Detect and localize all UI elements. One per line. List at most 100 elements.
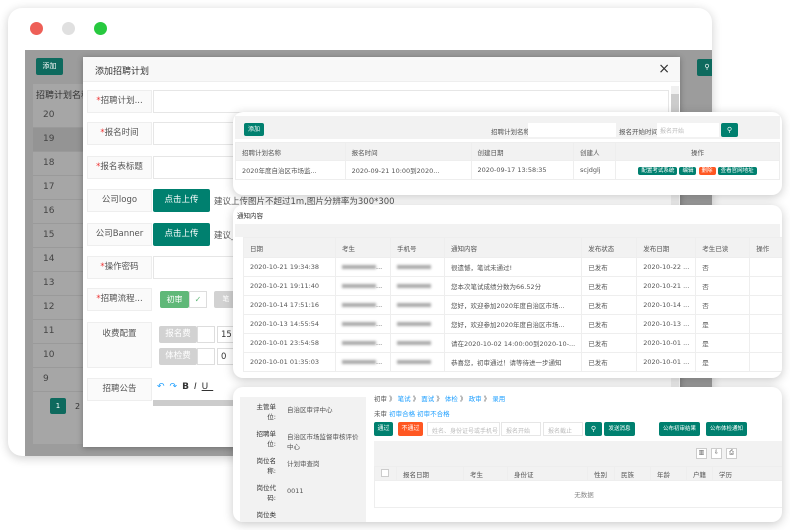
upload-banner-button[interactable]: 点击上传 [153,223,210,246]
modal-title: 添加招聘计划 [83,57,680,82]
editor-toolbar[interactable]: ↶↷BIU [157,382,214,392]
edit-button[interactable]: 编辑 [679,167,697,175]
info-label: 主管单位: [256,403,277,421]
step-first-review[interactable]: 初审 [160,291,189,308]
step-written[interactable]: 笔 [214,291,238,308]
exam-fee-label: 体检费 [159,348,197,365]
delete-button[interactable]: 删除 [698,167,716,175]
page-1-button[interactable]: 1 [50,398,66,414]
start-date-input[interactable]: 报名开始 [501,422,541,436]
step-2[interactable]: 面试 [421,395,435,403]
page-2-button[interactable]: 2 [75,402,81,411]
step-0[interactable]: 初审 [374,395,387,403]
search-icon[interactable]: ⚲ [585,422,602,436]
bg-table-row[interactable]: 17 [33,176,99,200]
bg-search-icon[interactable]: ⚲ [697,59,712,76]
info-value: 自治区审评中心 [287,406,333,414]
check-icon[interactable]: ✓ [189,291,207,308]
fee-label: 收费配置 [87,322,152,368]
end-date-input[interactable]: 报名截止 [543,422,583,436]
notice-card: 通知内容 日期 考生 手机号 通知内容 发布状态 发布日期 考生已读 操作 2020-10-2… [233,205,782,378]
bg-table-row[interactable]: 16 [33,200,99,224]
info-label: 岗位代码: [256,484,277,502]
bg-table-row[interactable]: 9 [33,368,99,392]
notice-table: 日期 考生 手机号 通知内容 发布状态 发布日期 考生已读 操作 2020-10-21 19:… [243,237,782,372]
review-filter: 未审 初审合格 初审不合格 [374,410,450,418]
table-row: 2020-10-14 17:51:16... 您好，欢迎参加2020年度自治区市场… [243,295,782,315]
signup-fee-label: 报名费 [159,326,197,343]
export-icon[interactable]: ⇩ [711,448,722,459]
blurred-phone [397,322,431,326]
blurred-phone [397,360,431,364]
notice-title: 通知内容 [237,212,263,220]
notice-label: 招聘公告 [87,378,152,401]
plan-name-input[interactable] [153,90,669,113]
add-plan-button[interactable]: 添加 [244,123,264,136]
blurred-name [342,265,376,269]
bg-table-row[interactable]: 15 [33,224,99,248]
close-icon[interactable]: × [658,61,670,77]
info-label: 招聘单位: [256,430,277,448]
search-icon[interactable]: ⚲ [721,123,738,137]
fail-button[interactable]: 不通过 [398,422,423,436]
blurred-phone [397,284,431,288]
step-5[interactable]: 录用 [492,395,506,403]
minimize-window-button[interactable] [62,22,75,35]
bg-column-header: 招聘计划名称 [36,91,91,101]
table-row: 2020-10-01 01:35:03... 恭喜您，初审通过！请等待进一步通知已… [243,352,782,372]
search-name-label: 招聘计划名称 [491,128,530,136]
bg-table-row[interactable]: 11 [33,320,99,344]
info-value: 0011 [287,487,304,495]
info-value: 计划审查岗 [287,460,320,468]
columns-icon[interactable]: ▥ [696,448,707,459]
step-4[interactable]: 政审 [468,395,482,403]
pass-button[interactable]: 通过 [374,422,393,436]
plan-name-label: *招聘计划... [87,90,152,113]
select-all-checkbox[interactable] [381,468,389,477]
table-row: 2020-10-13 14:55:54... 您好，欢迎参加2020年度自治区市场… [243,314,782,334]
publish-exam-button[interactable]: 公布体检通知 [706,422,747,436]
filter-pass[interactable]: 初审合格 [389,410,416,418]
step-1[interactable]: 笔试 [397,395,411,403]
upload-hint-banner: 建议_ [214,231,236,241]
search-name-input[interactable] [528,123,616,137]
send-message-button[interactable]: 发送消息 [604,422,635,436]
upload-logo-button[interactable]: 点击上传 [153,189,210,212]
exam-fee-checkbox[interactable] [197,348,215,365]
bg-add-button[interactable]: 添加 [36,58,63,75]
process-steps: 初审 》 笔试 》 面试 》 体检 》 政审 》 录用 [374,395,506,403]
search-date-label: 报名开始时间 [619,128,658,136]
banner-label: 公司Banner [87,223,152,246]
config-exam-button[interactable]: 配置考试系统 [638,167,678,175]
blurred-phone [397,265,431,269]
bg-table-row[interactable]: 14 [33,248,99,272]
blurred-phone [397,341,431,345]
publish-result-button[interactable]: 公布初审结果 [659,422,700,436]
empty-text: 无数据 [374,480,782,508]
blurred-name [342,303,376,307]
search-date-input[interactable]: 报名开始 [657,123,719,137]
review-card: 主管单位: 自治区审评中心 招聘单位: 自治区市场监督审核评价中心 岗位名称: 计划审查岗… [233,387,782,522]
bg-table-row[interactable]: 12 [33,296,99,320]
info-value: 自治区市场监督审核评价中心 [287,433,359,451]
bg-table-row[interactable]: 18 [33,152,99,176]
keyword-input[interactable]: 姓名、身份证号或手机号 [427,422,500,436]
upload-hint: 建议上传图片不超过1m,图片分辨率为300*300 [214,197,395,207]
table-row: 2020-10-21 19:34:38... 很遗憾，笔试未通过! 已发布 2020-… [243,257,782,277]
bg-table-row[interactable]: 20 [33,104,99,128]
password-label: *操作密码 [87,256,152,279]
print-icon[interactable]: ⎙ [726,448,737,459]
bg-table-row[interactable]: 13 [33,272,99,296]
filter-fail[interactable]: 初审不合格 [417,410,450,418]
maximize-window-button[interactable] [94,22,107,35]
process-label: *招聘流程... [87,288,152,311]
close-window-button[interactable] [30,22,43,35]
blurred-phone [397,303,431,307]
table-row: 2020-10-01 23:54:58... 请在2020-10-02 14:00… [243,333,782,353]
view-site-button[interactable]: 查看官网地址 [717,167,757,175]
table-row: 2020-10-21 19:11:40... 您本次笔试成绩分数为66.52分 已发… [243,276,782,296]
bg-table-row[interactable]: 10 [33,344,99,368]
step-3[interactable]: 体检 [444,395,458,403]
signup-fee-checkbox[interactable] [197,326,215,343]
logo-label: 公司logo [87,189,152,212]
